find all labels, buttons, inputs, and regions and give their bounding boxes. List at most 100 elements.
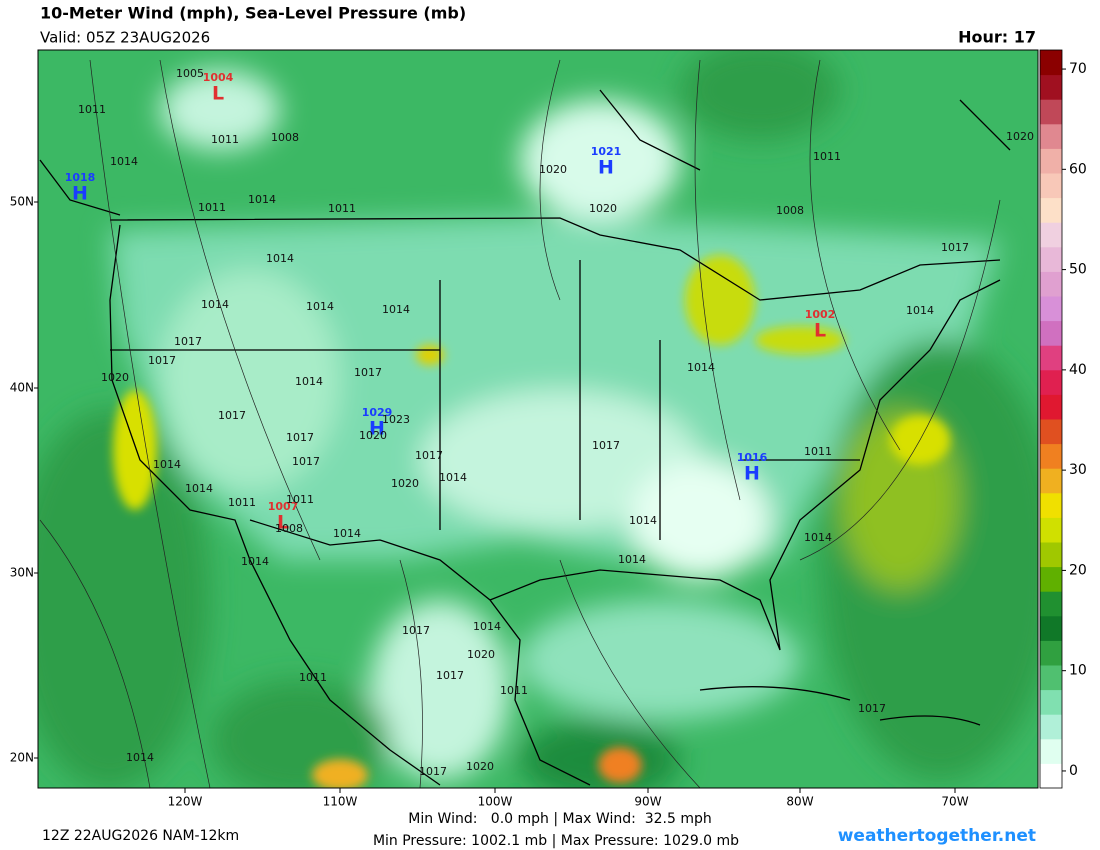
wind-stats: Min Wind: 0.0 mph | Max Wind: 32.5 mph — [408, 811, 712, 827]
isobar-label: 1014 — [295, 375, 323, 388]
pressure-center-letter: L — [212, 83, 224, 105]
pressure-center-value: 1021 — [591, 145, 622, 158]
colorbar-label: 20 — [1069, 562, 1087, 578]
isobar-label: 1014 — [241, 555, 269, 568]
lon-label: 120W — [168, 795, 203, 809]
isobar-label: 1017 — [941, 241, 969, 254]
isobar-label: 1017 — [415, 449, 443, 462]
colorbar-swatch — [1040, 222, 1062, 248]
colorbar-swatch — [1040, 246, 1062, 272]
isobar-label: 1014 — [629, 514, 657, 527]
lon-label: 70W — [941, 795, 968, 809]
pressure-center-letter: H — [72, 183, 88, 205]
isobar-label: 1014 — [153, 458, 181, 471]
isobar-label: 1014 — [473, 620, 501, 633]
colorbar-swatch — [1040, 320, 1062, 346]
isobar-label: 1014 — [439, 471, 467, 484]
colorbar-swatch — [1040, 173, 1062, 199]
colorbar-swatch — [1040, 615, 1062, 641]
isobar-label: 1017 — [858, 702, 886, 715]
isobar-label: 1011 — [328, 202, 356, 215]
site-name: weathertogether.net — [838, 826, 1036, 846]
colorbar-label: 10 — [1069, 663, 1087, 679]
lat-label: 30N — [10, 566, 34, 580]
isobar-label: 1011 — [813, 150, 841, 163]
colorbar-label: 50 — [1069, 262, 1087, 278]
colorbar-swatch — [1040, 419, 1062, 445]
isobar-label: 1011 — [500, 684, 528, 697]
isobar-label: 1014 — [906, 304, 934, 317]
lon-label: 100W — [478, 795, 513, 809]
isobar-label: 1014 — [618, 553, 646, 566]
isobar-label: 1014 — [266, 252, 294, 265]
isobar-label: 1017 — [174, 335, 202, 348]
colorbar-swatch — [1040, 665, 1062, 691]
colorbar-swatch — [1040, 74, 1062, 100]
colorbar-swatch — [1040, 443, 1062, 469]
pressure-stats: Min Pressure: 1002.1 mb | Max Pressure: … — [373, 833, 739, 849]
isobar-label: 1014 — [382, 303, 410, 316]
model-run: 12Z 22AUG2026 NAM-12km — [42, 828, 239, 844]
isobar-label: 1017 — [148, 354, 176, 367]
pressure-center-letter: H — [744, 463, 760, 485]
lon-label: 80W — [786, 795, 813, 809]
isobar-label: 1014 — [804, 531, 832, 544]
pressure-center-value: 1016 — [737, 451, 768, 464]
isobar-label: 1014 — [248, 193, 276, 206]
isobar-label: 1014 — [687, 361, 715, 374]
colorbar-swatch — [1040, 492, 1062, 518]
lon-label: 90W — [634, 795, 661, 809]
colorbar-swatch — [1040, 738, 1062, 764]
colorbar-swatch — [1040, 148, 1062, 174]
colorbar-swatch — [1040, 369, 1062, 395]
isobar-label: 1017 — [419, 765, 447, 778]
colorbar-swatch — [1040, 763, 1062, 789]
pressure-center-letter: L — [814, 320, 826, 342]
colorbar-swatch — [1040, 591, 1062, 617]
colorbar-swatch — [1040, 394, 1062, 420]
colorbar-swatch — [1040, 640, 1062, 666]
colorbar-frame — [1039, 49, 1063, 789]
colorbar-swatch — [1040, 689, 1062, 715]
isobar-label: 1011 — [198, 201, 226, 214]
isobar-label: 1020 — [359, 429, 387, 442]
pressure-center-value: 1002 — [805, 308, 836, 321]
isobar-label: 1017 — [218, 409, 246, 422]
isobar-label: 1008 — [275, 522, 303, 535]
isobar-label: 1017 — [436, 669, 464, 682]
isobar-label: 1020 — [1006, 130, 1034, 143]
isobar-label: 1014 — [306, 300, 334, 313]
isobar-label: 1020 — [466, 760, 494, 773]
pressure-center-value: 1029 — [362, 406, 393, 419]
colorbar-swatch — [1040, 517, 1062, 543]
isobar-label: 1020 — [589, 202, 617, 215]
isobar-label: 1020 — [467, 648, 495, 661]
isobar-label: 1011 — [286, 493, 314, 506]
pressure-center-letter: H — [369, 418, 385, 440]
pressure-center-value: 1018 — [65, 171, 96, 184]
isobar-label: 1014 — [185, 482, 213, 495]
pressure-center-value: 1007 — [268, 500, 299, 513]
isobar-label: 1005 — [176, 67, 204, 80]
isobar-label: 1017 — [286, 431, 314, 444]
colorbar-label: 70 — [1069, 61, 1087, 77]
colorbar-swatch — [1040, 271, 1062, 297]
colorbar-swatch — [1040, 50, 1062, 76]
colorbar-label: 60 — [1069, 161, 1087, 177]
isobar-label: 1020 — [391, 477, 419, 490]
colorbar-swatch — [1040, 123, 1062, 149]
map-field — [38, 50, 1038, 788]
isobar-label: 1020 — [101, 371, 129, 384]
colorbar-swatch — [1040, 99, 1062, 125]
colorbar-label: 0 — [1069, 763, 1078, 779]
isobar-label: 1008 — [271, 131, 299, 144]
lat-label: 20N — [10, 751, 34, 765]
colorbar-label: 30 — [1069, 462, 1087, 478]
colorbar-label: 40 — [1069, 362, 1087, 378]
map-frame — [37, 49, 1039, 789]
isobar-label: 1014 — [333, 527, 361, 540]
isobar-label: 1014 — [126, 751, 154, 764]
isobar-label: 1017 — [292, 455, 320, 468]
lat-label: 50N — [10, 195, 34, 209]
